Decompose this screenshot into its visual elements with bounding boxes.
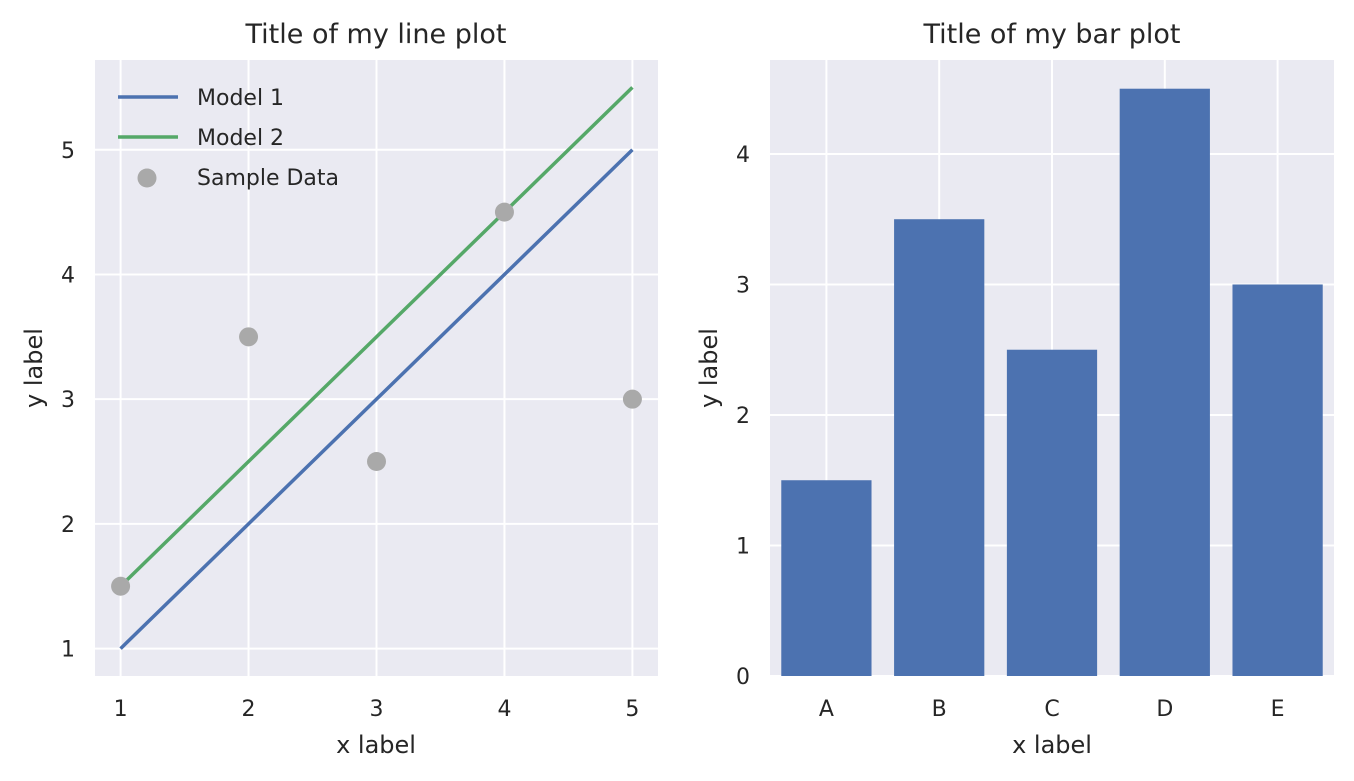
line-plot-panel: 1 2 3 4 5 1 2 3 4 5 Title of my line plot x labe…: [20, 19, 658, 759]
line-plot-marks: [111, 86, 642, 650]
legend-label-model-2: Model 2: [197, 126, 284, 151]
legend-marker-sample-data: [137, 168, 157, 188]
line-plot-x-ticks: 1 2 3 4 5: [114, 697, 640, 722]
bar-b: [894, 219, 985, 676]
y-tick-label: 0: [736, 665, 750, 690]
y-tick-label: 3: [61, 388, 75, 413]
legend-label-sample-data: Sample Data: [197, 166, 339, 191]
y-tick-label: 1: [61, 638, 75, 663]
bar-plot-y-ticks: 0 1 2 3 4: [736, 143, 750, 690]
line-plot-title: Title of my line plot: [245, 19, 507, 50]
sample-data-point: [111, 576, 131, 596]
sample-data-point: [239, 327, 259, 347]
bar-d: [1119, 88, 1210, 677]
y-tick-label: 2: [736, 404, 750, 429]
x-tick-label-c: C: [1044, 697, 1059, 722]
sample-data-point: [494, 202, 514, 222]
x-tick-label-d: D: [1156, 697, 1173, 722]
line-plot-grid: [95, 60, 658, 676]
legend-label-model-1: Model 1: [197, 86, 284, 111]
x-tick-label: 4: [497, 697, 511, 722]
x-tick-label-e: E: [1271, 697, 1285, 722]
line-plot-legend: Model 1 Model 2 Sample Data: [118, 86, 339, 191]
y-tick-label: 2: [61, 513, 75, 538]
bar-plot-title: Title of my bar plot: [922, 19, 1180, 50]
line-plot-x-label: x label: [336, 731, 416, 759]
x-tick-label-b: B: [932, 697, 947, 722]
bar-e: [1232, 284, 1323, 676]
sample-data-point: [367, 452, 386, 472]
x-tick-label: 5: [625, 697, 639, 722]
y-tick-label: 5: [61, 139, 75, 164]
series-line-model-2: [119, 86, 634, 588]
bar-c: [1006, 349, 1098, 676]
bar-plot-x-ticks: A B C D E: [819, 697, 1285, 722]
bar-plot-x-label: x label: [1012, 731, 1092, 759]
y-tick-label: 4: [736, 143, 750, 168]
bar-plot-marks: [781, 88, 1323, 677]
x-tick-label: 3: [370, 697, 384, 722]
series-line-model-1: [119, 148, 634, 650]
x-tick-label: 1: [114, 697, 128, 722]
bar-a: [781, 480, 872, 676]
y-tick-label: 4: [61, 263, 75, 288]
y-tick-label: 3: [736, 273, 750, 298]
x-tick-label: 2: [242, 697, 256, 722]
line-plot-y-label: y label: [20, 328, 48, 408]
line-plot-y-ticks: 1 2 3 4 5: [61, 139, 75, 663]
x-tick-label-a: A: [819, 697, 834, 722]
bar-plot-panel: A B C D E 0 1 2 3 4 Title of my bar plot x label…: [695, 19, 1334, 759]
sample-data-point: [622, 389, 642, 409]
bar-plot-y-label: y label: [695, 328, 723, 408]
y-tick-label: 1: [736, 534, 750, 559]
